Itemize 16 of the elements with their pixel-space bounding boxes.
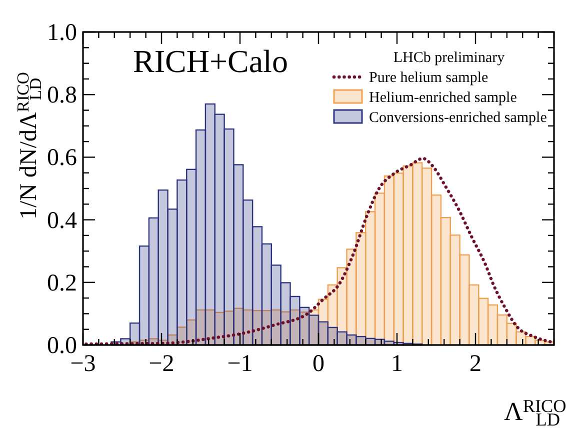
x-tick-label: −2 <box>148 351 174 377</box>
legend-label: Pure helium sample <box>369 70 488 86</box>
x-tick-label: 1 <box>391 351 403 377</box>
y-tick-label: 1.0 <box>47 20 77 46</box>
annotation: RICH+Calo <box>133 43 288 79</box>
legend-label: Helium-enriched sample <box>369 90 518 106</box>
y-tick-label: 0.4 <box>47 208 77 234</box>
y-tick-label: 0.0 <box>47 333 77 359</box>
x-tick-label: 0 <box>312 351 324 377</box>
legend-label: Conversions-enriched sample <box>369 110 548 126</box>
y-tick-label: 0.8 <box>47 82 77 109</box>
y-tick-label: 0.6 <box>47 145 77 172</box>
x-tick-label: −1 <box>227 351 253 377</box>
y-tick-label: 0.2 <box>47 270 77 296</box>
x-tick-label: 2 <box>470 351 482 377</box>
legend-title: LHCb preliminary <box>393 50 506 66</box>
